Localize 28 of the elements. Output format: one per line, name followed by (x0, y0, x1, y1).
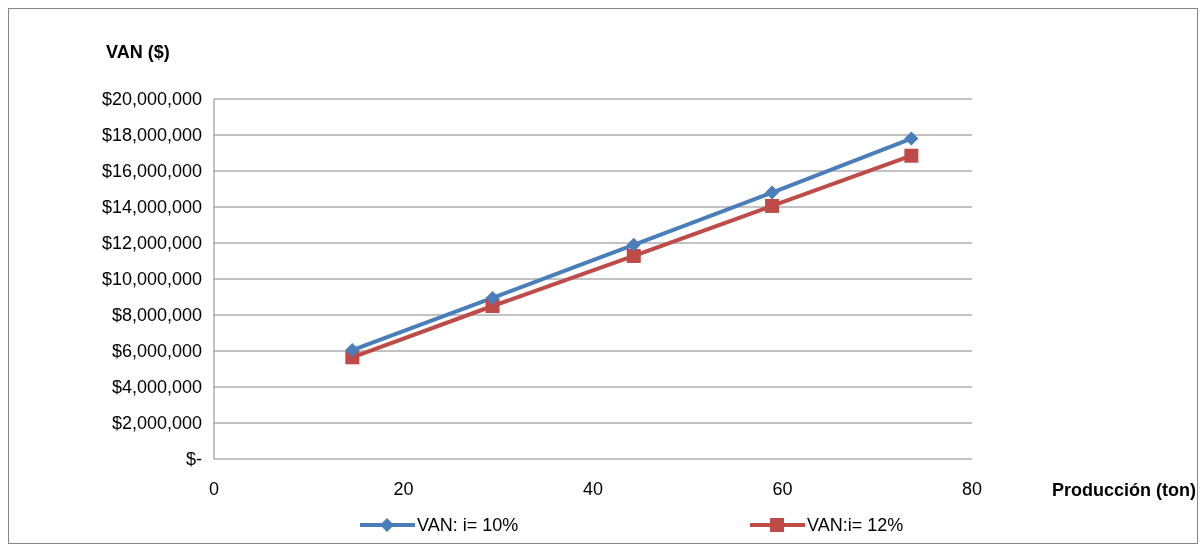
y-tick-label: $8,000,000 (111, 305, 202, 326)
point (345, 343, 360, 358)
point (904, 131, 919, 146)
point (765, 185, 780, 200)
x-tick-label: 80 (961, 479, 983, 499)
y-tick-label: $10,000,000 (101, 269, 202, 290)
y-tick-label: $18,000,000 (101, 125, 202, 146)
y-tick-label: $6,000,000 (111, 341, 202, 362)
x-axis-title: Producción (ton) (1052, 480, 1196, 500)
x-tick-label: 0 (208, 479, 220, 499)
y-tick-label: $20,000,000 (101, 89, 202, 110)
y-tick-label: $2,000,000 (111, 413, 202, 434)
x-tick-label: 60 (772, 479, 793, 499)
point (904, 148, 919, 163)
point (765, 198, 780, 213)
y-tick-label: $12,000,000 (101, 233, 202, 254)
y-tick-label: $14,000,000 (101, 197, 202, 218)
x-tick-label: 20 (393, 479, 414, 499)
legend-label: VAN: i= 10% (417, 515, 519, 535)
y-tick-label: $4,000,000 (111, 377, 202, 398)
point (626, 237, 641, 252)
point (485, 290, 500, 305)
x-tick-label: 40 (582, 479, 604, 499)
legend-label: VAN:i= 12% (807, 515, 904, 535)
point (626, 248, 641, 263)
y-tick-label: $- (185, 449, 202, 470)
y-axis-title: VAN ($) (106, 42, 170, 62)
y-tick-label: $16,000,000 (101, 161, 202, 182)
